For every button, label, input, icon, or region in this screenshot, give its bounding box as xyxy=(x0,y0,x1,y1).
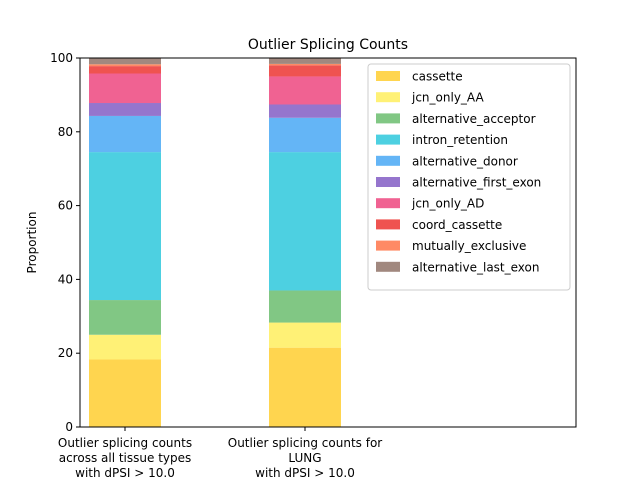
legend-label-coord-cassette: coord_cassette xyxy=(412,218,502,232)
bar-segment-intron-retention-1 xyxy=(269,152,341,291)
bar-segment-alternative-last-exon-1 xyxy=(269,58,341,64)
legend-label-cassette: cassette xyxy=(412,70,463,84)
y-axis: 0 20 40 60 80 100 xyxy=(50,51,80,434)
x-tick-label: Outlier splicing counts for LUNG with dPSI… xyxy=(228,436,383,480)
legend-swatch-cassette xyxy=(376,71,400,81)
y-tick-label: 20 xyxy=(58,346,73,360)
legend-label-jcn-only-AA: jcn_only_AA xyxy=(411,91,484,105)
legend-swatch-jcn-only-AD xyxy=(376,198,400,209)
bar-segment-mutually-exclusive-0 xyxy=(89,64,161,67)
plot-frame xyxy=(79,57,577,428)
bar-segment-cassette-0 xyxy=(89,359,161,427)
bar-segment-alternative-donor-0 xyxy=(89,115,161,153)
legend-label-alternative-last-exon: alternative_last_exon xyxy=(412,260,539,274)
bar-segment-alternative-donor-1 xyxy=(269,117,341,153)
bar-segment-coord-cassette-0 xyxy=(89,66,161,74)
legend-label-mutually-exclusive: mutually_exclusive xyxy=(412,239,526,253)
bar-segment-alternative-first-exon-1 xyxy=(269,104,341,118)
legend-swatch-alternative-acceptor xyxy=(376,113,400,124)
legend-swatch-mutually-exclusive xyxy=(376,240,400,251)
legend-swatch-alternative-donor xyxy=(376,155,400,166)
bar-segment-alternative-last-exon-0 xyxy=(89,58,161,65)
legend-box xyxy=(367,63,571,291)
bar-segment-alternative-first-exon-0 xyxy=(89,103,161,116)
bar-segment-alternative-acceptor-0 xyxy=(89,300,161,335)
chart-title: Outlier Splicing Counts xyxy=(248,37,408,53)
y-tick-label: 0 xyxy=(65,420,73,434)
legend-label-jcn-only-AD: jcn_only_AD xyxy=(411,197,484,211)
bar-segment-mutually-exclusive-1 xyxy=(269,63,341,66)
legend-label-alternative-donor: alternative_donor xyxy=(412,154,518,168)
legend-swatch-alternative-last-exon xyxy=(376,261,400,272)
legend-label-alternative-acceptor: alternative_acceptor xyxy=(412,112,536,126)
legend-swatch-intron-retention xyxy=(376,134,400,145)
legend: cassette jcn_only_AA alternative_acceptori… xyxy=(367,63,571,291)
y-tick-label: 40 xyxy=(58,272,73,286)
bar-segment-jcn-only-AD-0 xyxy=(89,73,161,104)
bar-segment-jcn-only-AA-0 xyxy=(89,334,161,360)
y-axis-label: Proportion xyxy=(25,212,39,274)
legend-swatch-alternative-first-exon xyxy=(376,177,400,187)
legend-swatch-coord-cassette xyxy=(376,219,400,230)
y-tick-label: 80 xyxy=(58,125,73,139)
bar-segment-jcn-only-AA-1 xyxy=(269,322,341,348)
bar-segment-intron-retention-0 xyxy=(89,152,161,301)
bar-segment-alternative-acceptor-1 xyxy=(269,290,341,323)
bars-group xyxy=(89,58,341,427)
x-axis: Outlier splicing counts across all tissue… xyxy=(58,427,382,480)
legend-swatch-jcn-only-AA xyxy=(376,92,400,103)
legend-label-intron-retention: intron_retention xyxy=(412,133,508,147)
y-tick-label: 100 xyxy=(50,51,73,65)
bar-segment-coord-cassette-1 xyxy=(269,65,341,77)
legend-label-alternative-first-exon: alternative_first_exon xyxy=(412,176,541,190)
bar-segment-cassette-1 xyxy=(269,347,341,427)
bar-segment-jcn-only-AD-1 xyxy=(269,76,341,105)
x-tick-label: Outlier splicing counts across all tissue… xyxy=(58,436,192,480)
y-tick-label: 60 xyxy=(58,199,73,213)
